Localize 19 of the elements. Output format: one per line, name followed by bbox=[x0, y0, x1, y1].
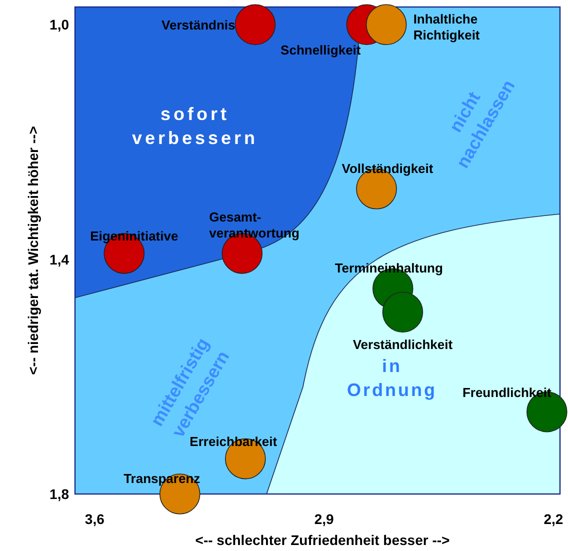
point bbox=[366, 4, 407, 45]
x-tick-label: 2,9 bbox=[314, 511, 334, 527]
annotation: sofort verbessern bbox=[132, 104, 258, 148]
annotation: Verständnis bbox=[162, 18, 236, 33]
point bbox=[234, 4, 276, 45]
x-tick-label: 3,6 bbox=[84, 511, 105, 527]
annotation: in Ordnung bbox=[347, 356, 437, 400]
y-tick-label: 1,8 bbox=[50, 486, 70, 502]
y-tick-label: 1,0 bbox=[50, 16, 70, 33]
x-tick-label: 2,2 bbox=[544, 511, 564, 527]
x-axis-title: <-- schlechter Zufriedenheit besser --> bbox=[195, 532, 450, 548]
y-tick-label: 1,4 bbox=[50, 251, 70, 268]
y-axis-title: <-- niedriger tat. Wichtigkeit höher --> bbox=[25, 126, 41, 375]
point bbox=[382, 292, 424, 333]
annotation: Verständlichkeit bbox=[352, 337, 454, 352]
annotation: Schnelligkeit bbox=[280, 42, 362, 58]
annotation: Vollständigkeit bbox=[342, 160, 434, 176]
annotation: Freundlichkeit bbox=[462, 384, 552, 400]
annotation: Inhaltliche Richtigkeit bbox=[413, 12, 480, 43]
